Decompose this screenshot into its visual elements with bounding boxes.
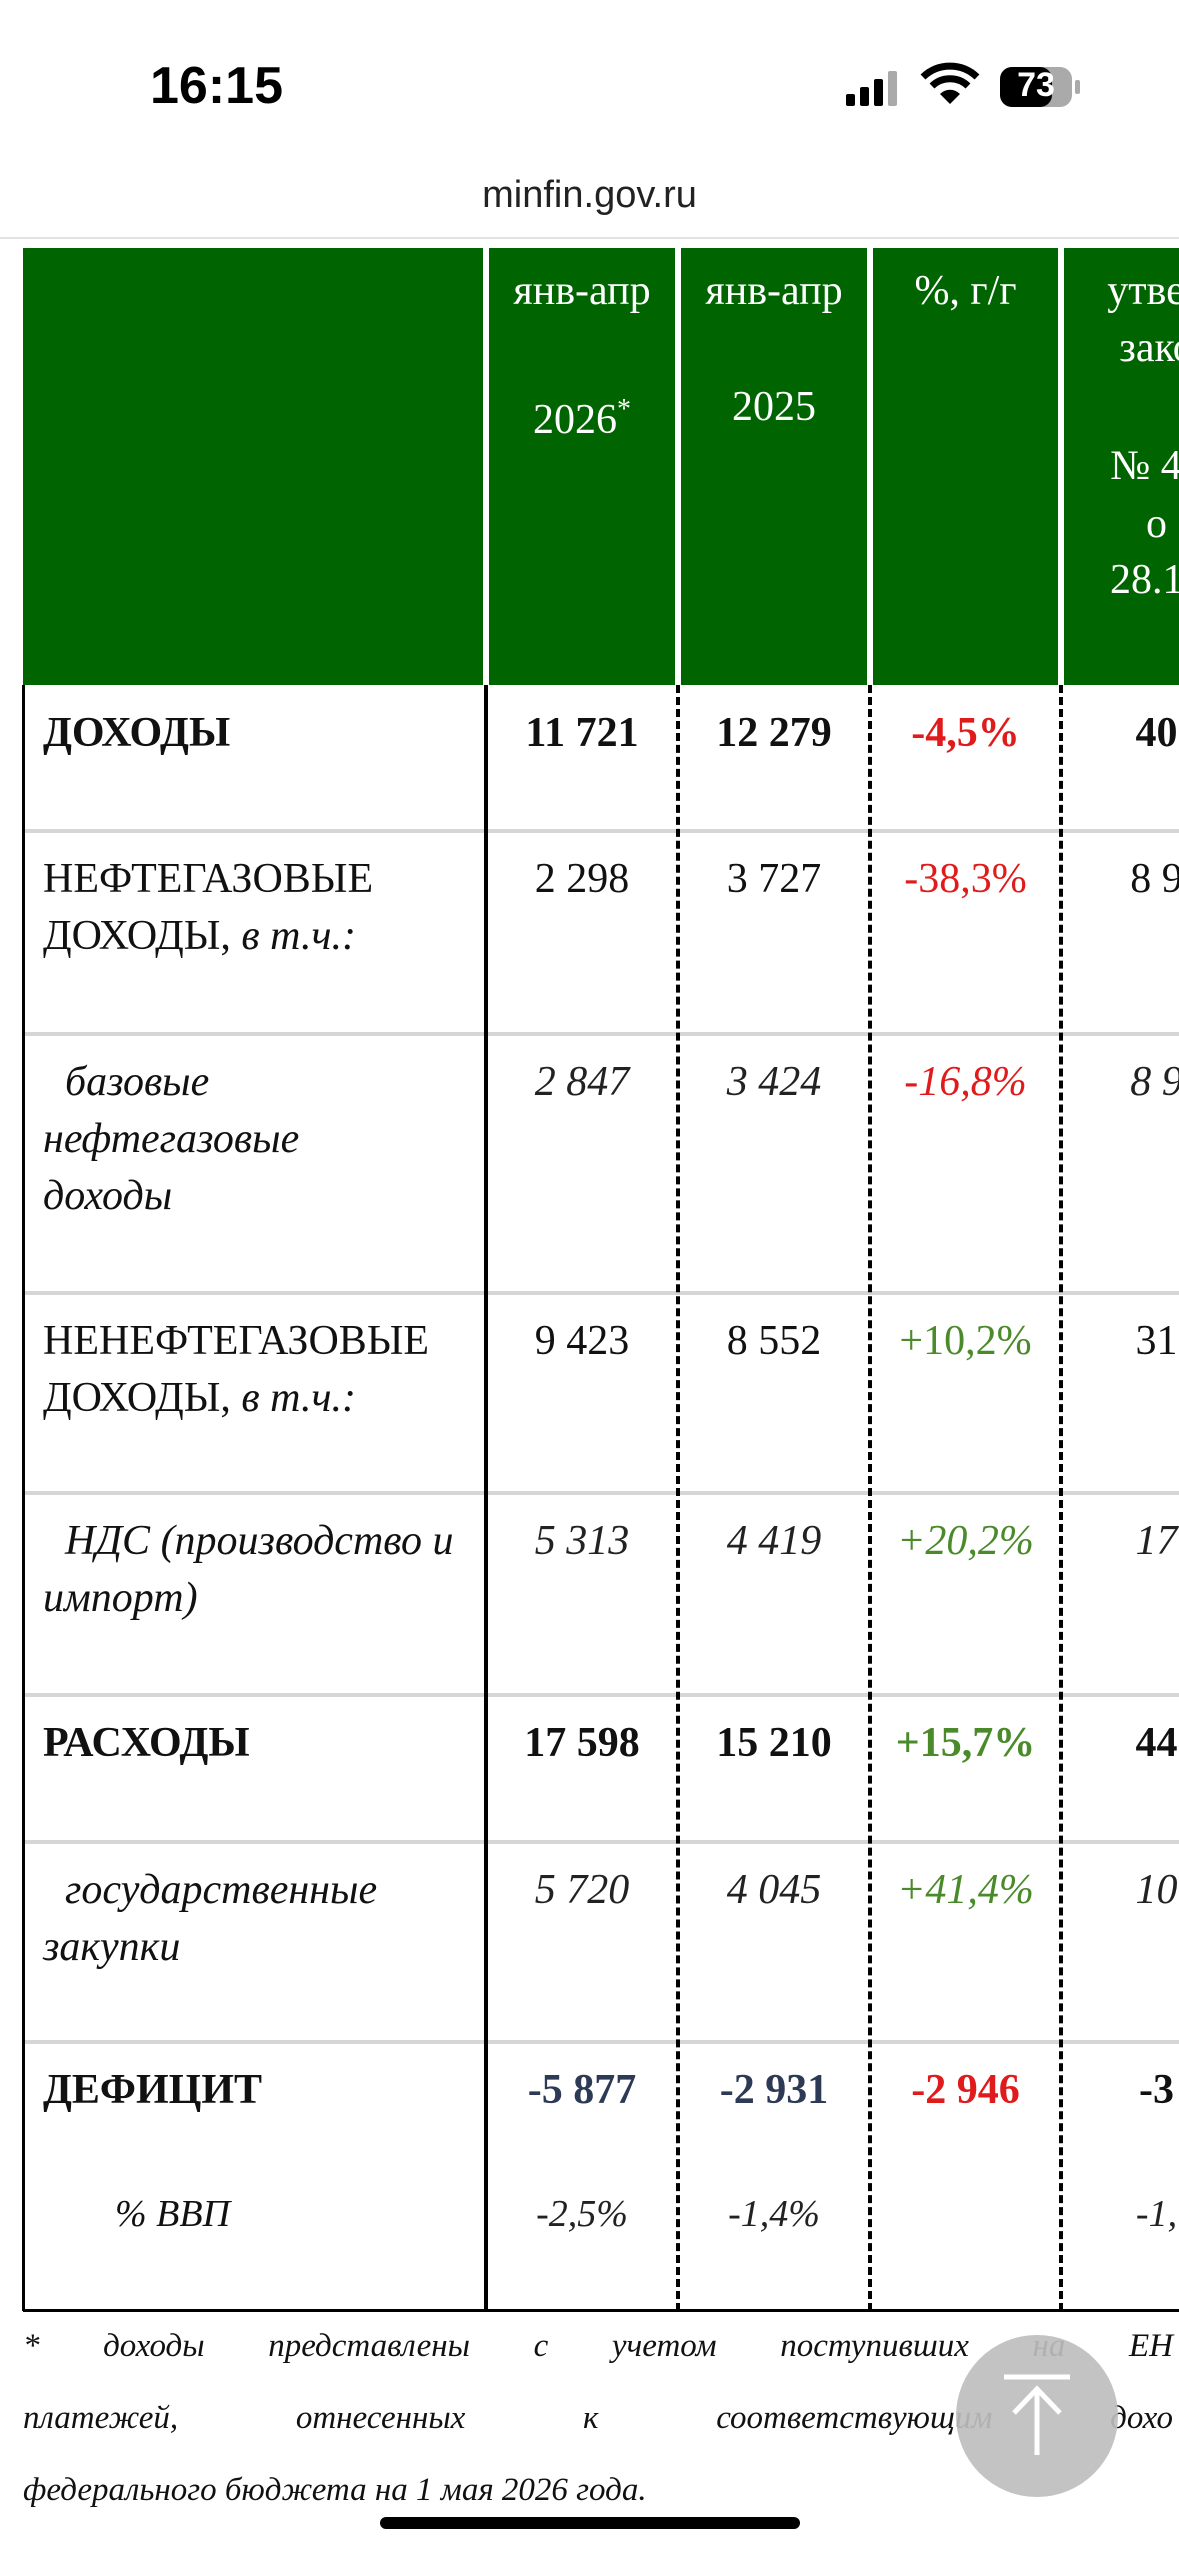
header-text: № 42 — [1110, 443, 1179, 489]
cell-value: -4,5% — [911, 710, 1020, 756]
row-divider — [23, 1693, 1179, 1697]
row-divider — [23, 1840, 1179, 1844]
cell-value: 8 552 — [726, 1318, 822, 1364]
header-text: %, г/г — [914, 268, 1017, 314]
header-text: 2026* — [533, 394, 631, 443]
divider — [0, 237, 1179, 239]
cell-value: +41,4% — [897, 1867, 1034, 1913]
row-label: НЕФТЕГАЗОВЫЕ — [43, 856, 374, 902]
cell-value: -2 946 — [911, 2067, 1020, 2113]
header-text: 2025 — [732, 384, 816, 430]
header-text: зако — [1119, 325, 1179, 371]
cell-value: 3 727 — [726, 856, 822, 902]
cell-value: 31 — [1135, 1318, 1178, 1364]
row-label: импорт) — [43, 1575, 198, 1621]
header-sup: * — [617, 394, 631, 425]
header-gap — [675, 248, 681, 685]
cell-value: 3 424 — [726, 1059, 822, 1105]
row-divider — [23, 1032, 1179, 1036]
battery-level: 73 — [1017, 66, 1055, 104]
cell-value: -2 931 — [719, 2067, 829, 2113]
header-gap — [483, 248, 489, 685]
row-label-note: в т.ч.: — [241, 1375, 357, 1421]
row-divider — [23, 829, 1179, 833]
row-label-note: в т.ч.: — [241, 913, 357, 959]
cell-value: 11 721 — [525, 710, 639, 756]
row-label: закупки — [43, 1924, 181, 1970]
cell-value: -5 877 — [527, 2067, 637, 2113]
cell-value: 5 720 — [534, 1867, 630, 1913]
cell-value: 10 — [1135, 1867, 1178, 1913]
dashed-border — [1059, 685, 1063, 2311]
cell-value: 17 — [1135, 1518, 1178, 1564]
row-label: ДОХОДЫ, в т.ч.: — [43, 913, 357, 959]
cell-value: 15 210 — [716, 1720, 832, 1766]
row-divider — [23, 2040, 1179, 2044]
header-bg — [23, 248, 1179, 685]
cell-value: -38,3% — [904, 856, 1027, 902]
header-text: 28.11 — [1110, 557, 1179, 603]
cell-value: 4 045 — [726, 1867, 822, 1913]
label-border — [484, 685, 488, 2311]
cell-value: 8 9 — [1130, 856, 1179, 902]
cell-value: +20,2% — [897, 1518, 1034, 1564]
footnote-line: федерального бюджета на 1 мая 2026 года. — [23, 2472, 647, 2508]
row-divider — [23, 1491, 1179, 1495]
cell-value: 9 423 — [534, 1318, 630, 1364]
header-text: о — [1146, 501, 1167, 547]
url[interactable]: minfin.gov.ru — [482, 174, 697, 216]
dashed-border — [676, 685, 680, 2311]
sub-value: -2,5% — [536, 2193, 628, 2235]
cell-value: 8 9 — [1130, 1059, 1179, 1105]
row-label: государственные — [65, 1867, 378, 1913]
row-label: НДС (производство и — [65, 1518, 454, 1564]
sub-label: % ВВП — [115, 2193, 231, 2235]
cell-value: 17 598 — [524, 1720, 640, 1766]
row-label: базовые — [65, 1059, 210, 1105]
row-label: доходы — [43, 1173, 173, 1219]
cell-value: -3 — [1139, 2067, 1174, 2113]
cell-value: 40 — [1135, 710, 1178, 756]
table-left-border — [22, 685, 25, 2311]
row-label: РАСХОДЫ — [43, 1720, 250, 1766]
home-indicator — [380, 2517, 800, 2529]
row-divider — [23, 1291, 1179, 1295]
header-text: янв-апр — [705, 268, 843, 314]
arrow-up-icon — [1004, 2374, 1070, 2455]
row-label: ДОХОДЫ — [43, 710, 231, 756]
header-text: утвер — [1107, 268, 1179, 314]
cell-value: 44 — [1135, 1720, 1178, 1766]
table-bottom-border — [23, 2309, 1179, 2312]
cell-value: -16,8% — [904, 1059, 1027, 1105]
header-gap — [1058, 248, 1064, 685]
status-time: 16:15 — [150, 57, 283, 115]
sub-value: -1,4% — [728, 2193, 820, 2235]
status-icons — [846, 62, 1080, 107]
row-label: ДОХОДЫ, в т.ч.: — [43, 1375, 357, 1421]
sub-value: -1, — [1135, 2193, 1178, 2235]
row-label: ДЕФИЦИТ — [43, 2067, 263, 2113]
cell-value: 4 419 — [726, 1518, 822, 1564]
cell-value: 5 313 — [534, 1518, 630, 1564]
row-label: НЕНЕФТЕГАЗОВЫЕ — [43, 1318, 430, 1364]
dashed-border — [868, 685, 872, 2311]
cell-value: +15,7% — [895, 1720, 1036, 1766]
header-gap — [867, 248, 873, 685]
cell-value: 2 847 — [534, 1059, 630, 1105]
cell-value: 12 279 — [716, 710, 832, 756]
cell-value: 2 298 — [534, 856, 630, 902]
header-text: янв-апр — [513, 268, 651, 314]
cell-value: +10,2% — [899, 1318, 1032, 1364]
row-label: нефтегазовые — [43, 1116, 300, 1162]
scroll-top-button[interactable] — [956, 2335, 1118, 2497]
